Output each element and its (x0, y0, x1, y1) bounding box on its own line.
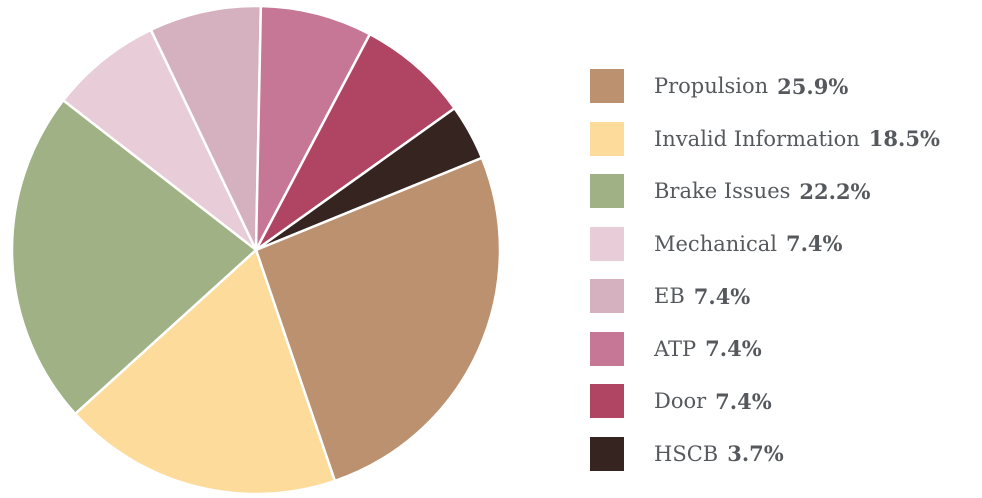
legend-label-atp: ATP (654, 336, 697, 361)
legend-item-atp: ATP 7.4% (590, 323, 980, 376)
legend-label-eb: EB (654, 284, 685, 309)
legend-label-invalid-information: Invalid Information (654, 126, 860, 151)
legend-value-propulsion: 25.9% (777, 73, 849, 99)
pie-slice-propulsion (254, 156, 502, 483)
legend-item-door: Door 7.4% (590, 375, 980, 428)
legend-label-hscb: HSCB (654, 441, 719, 466)
pie-slice-atp (254, 4, 372, 252)
legend-value-mechanical: 7.4% (785, 231, 843, 257)
legend-swatch-door (590, 384, 624, 419)
pie-slice-eb (149, 4, 263, 252)
legend-swatch-eb (590, 279, 624, 314)
legend-item-propulsion: Propulsion 25.9% (590, 60, 980, 113)
legend-swatch-propulsion (590, 69, 624, 104)
legend-swatch-brake-issues (590, 174, 624, 209)
legend-value-brake-issues: 22.2% (799, 178, 871, 204)
legend-item-eb: EB 7.4% (590, 270, 980, 323)
legend-value-invalid-information: 18.5% (868, 126, 940, 152)
legend-value-hscb: 3.7% (727, 441, 784, 467)
legend-item-mechanical: Mechanical 7.4% (590, 218, 980, 271)
legend-value-atp: 7.4% (705, 336, 762, 362)
legend-item-brake-issues: Brake Issues 22.2% (590, 165, 980, 218)
legend-value-door: 7.4% (715, 388, 772, 414)
pie-slice-mechanical (61, 28, 258, 252)
legend-item-invalid-information: Invalid Information 18.5% (590, 113, 980, 166)
legend-swatch-invalid-information (590, 121, 624, 156)
legend-value-eb: 7.4% (693, 283, 751, 309)
pie-slice-invalid-information (73, 248, 337, 496)
legend-item-hscb: HSCB 3.7% (590, 428, 980, 481)
legend-swatch-hscb (590, 436, 624, 471)
pie-slice-brake-issues (10, 99, 258, 416)
legend-label-door: Door (654, 389, 707, 414)
legend-label-propulsion: Propulsion (654, 74, 769, 99)
legend: Propulsion 25.9% Invalid Information 18.… (590, 60, 980, 480)
pie-chart (10, 4, 502, 496)
legend-swatch-atp (590, 331, 624, 366)
legend-label-mechanical: Mechanical (654, 231, 777, 256)
pie-slice-door (254, 32, 456, 252)
legend-swatch-mechanical (590, 226, 624, 261)
legend-label-brake-issues: Brake Issues (654, 179, 791, 204)
